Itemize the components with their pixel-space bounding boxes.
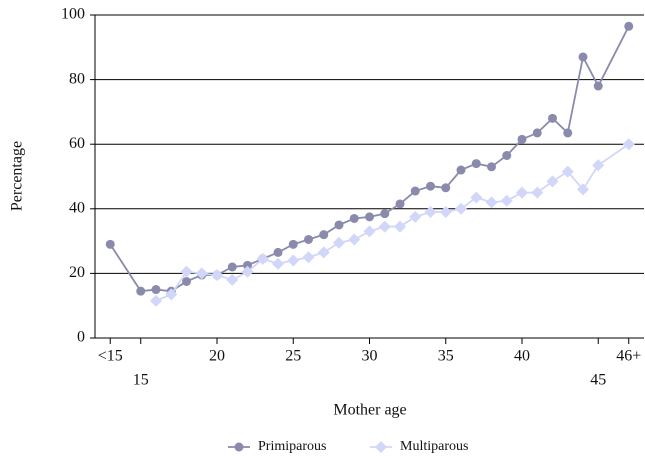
data-point (105, 239, 115, 249)
x-tick-label: 45 (590, 372, 606, 389)
data-point (136, 286, 146, 296)
series (105, 21, 634, 296)
series-line (109, 25, 630, 293)
x-axis-label: Mother age (333, 402, 406, 419)
data-point (243, 260, 252, 270)
x-tick-label: 46+ (616, 348, 641, 365)
data-point (546, 175, 559, 188)
y-tick-label: 20 (69, 264, 85, 281)
data-point (410, 186, 420, 196)
data-point (624, 21, 634, 31)
data-point (319, 230, 329, 240)
data-point (424, 206, 437, 219)
data-point (333, 236, 345, 249)
data-point (272, 257, 284, 270)
y-tick-label: 80 (69, 70, 85, 87)
x-tick-label: 35 (438, 348, 454, 365)
data-point (470, 191, 483, 204)
data-point (302, 251, 315, 264)
y-axis-label: Percentage (9, 141, 26, 211)
data-point (500, 194, 513, 207)
data-point (485, 196, 498, 209)
data-point (150, 294, 162, 307)
y-tick-label: 0 (77, 329, 85, 346)
data-point (502, 151, 512, 161)
data-point (561, 165, 574, 178)
legend-label: Primiparous (258, 439, 326, 454)
data-point (182, 276, 191, 286)
data-point (409, 210, 422, 223)
data-point (456, 165, 466, 175)
data-point (441, 183, 451, 193)
data-point (304, 234, 313, 244)
data-point (577, 183, 589, 196)
data-point (380, 209, 390, 219)
legend-label: Multiparous (400, 439, 468, 454)
data-point (487, 162, 496, 172)
data-point (226, 273, 239, 286)
y-tick-label: 60 (69, 135, 85, 152)
data-point (378, 220, 391, 233)
data-point (426, 181, 435, 191)
data-point (548, 113, 557, 123)
data-point (348, 233, 361, 246)
data-point (395, 199, 405, 209)
y-tick-label: 100 (61, 6, 85, 23)
data-point (363, 225, 376, 238)
data-point (439, 206, 452, 219)
data-point (563, 128, 573, 138)
series (150, 138, 635, 307)
data-point (288, 239, 298, 249)
x-tick-label: <15 (98, 348, 123, 365)
x-tick-label: 40 (514, 348, 530, 365)
data-point (578, 52, 588, 62)
data-point (211, 269, 223, 282)
data-point (195, 267, 208, 280)
data-point (256, 252, 269, 265)
data-point (394, 220, 406, 233)
data-point (516, 186, 528, 199)
data-point (180, 265, 193, 278)
data-point (165, 288, 178, 301)
data-point (317, 246, 330, 259)
data-point (531, 186, 544, 199)
data-point (151, 285, 161, 295)
series-line (155, 143, 630, 302)
x-tick-label: 30 (362, 348, 378, 365)
data-point (227, 262, 237, 272)
x-tick-label: 15 (133, 372, 149, 389)
data-point (365, 212, 374, 222)
data-point (349, 213, 359, 223)
data-point (241, 265, 254, 278)
data-point (287, 254, 300, 267)
data-point (455, 202, 467, 215)
x-tick-label: 25 (285, 348, 301, 365)
legend-marker (375, 441, 387, 453)
data-point (622, 138, 635, 151)
legend-marker (234, 442, 244, 452)
data-point (471, 159, 481, 169)
data-point (273, 247, 283, 257)
x-tick-label: 20 (209, 348, 225, 365)
data-point (532, 128, 542, 138)
data-point (593, 81, 603, 91)
data-point (592, 159, 605, 172)
data-point (517, 134, 527, 144)
y-tick-label: 40 (69, 199, 85, 216)
data-point (334, 220, 344, 230)
